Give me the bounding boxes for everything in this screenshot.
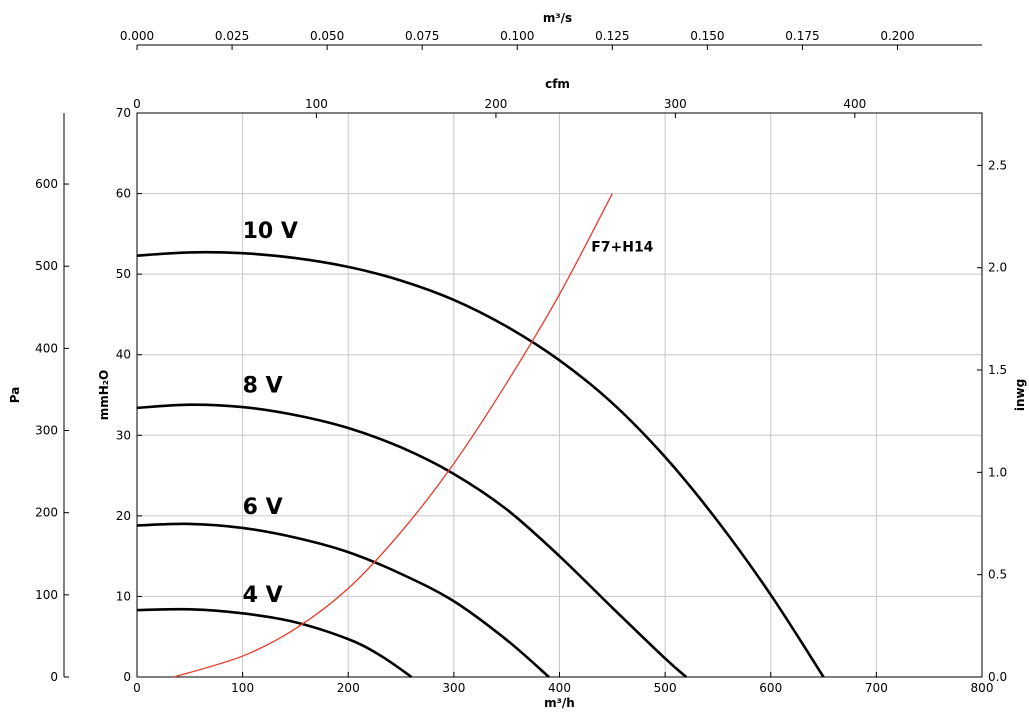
- cfm-tick-label: 400: [843, 97, 866, 111]
- curve-label-8-v: 8 V: [243, 374, 283, 399]
- x-tick-label: 100: [231, 681, 254, 695]
- x-tick-label: 700: [865, 681, 888, 695]
- cfm-tick-label: 100: [305, 97, 328, 111]
- m3s-axis-title: m³/s: [543, 11, 572, 25]
- pa-tick-label: 400: [35, 341, 58, 355]
- x-tick-label: 200: [337, 681, 360, 695]
- curve-label-10-v: 10 V: [243, 219, 298, 244]
- x-tick-label: 500: [654, 681, 677, 695]
- inwg-tick-label: 0.5: [988, 568, 1007, 582]
- pa-tick-label: 300: [35, 424, 58, 438]
- series-line-8-v: [136, 403, 688, 678]
- x-axis-title: m³/h: [544, 696, 575, 710]
- m3s-tick-label: 0.175: [785, 29, 819, 43]
- y-tick-label: 70: [116, 106, 131, 120]
- y-tick-label: 20: [116, 509, 131, 523]
- m3s-tick-label: 0.125: [595, 29, 629, 43]
- series-line-10-v: [136, 250, 825, 678]
- curve-label-4-v: 4 V: [243, 583, 283, 608]
- series-line-4-v: [136, 607, 413, 679]
- m3s-tick-label: 0.000: [120, 29, 154, 43]
- pa-axis-title: Pa: [8, 387, 22, 404]
- cfm-tick-label: 200: [484, 97, 507, 111]
- m3s-tick-label: 0.075: [405, 29, 439, 43]
- y-tick-label: 30: [116, 428, 131, 442]
- pa-tick-label: 600: [35, 177, 58, 191]
- inwg-tick-label: 1.5: [988, 363, 1007, 377]
- cfm-axis-title: cfm: [545, 77, 570, 91]
- m3s-tick-label: 0.150: [690, 29, 724, 43]
- y-tick-label: 60: [116, 187, 131, 201]
- pa-tick-label: 500: [35, 259, 58, 273]
- cfm-tick-label: 0: [133, 97, 141, 111]
- m3s-tick-label: 0.025: [215, 29, 249, 43]
- y-tick-label: 10: [116, 589, 131, 603]
- pa-tick-label: 200: [35, 506, 58, 520]
- inwg-tick-label: 0.0: [988, 670, 1007, 684]
- curve-label-6-v: 6 V: [243, 495, 283, 520]
- y-tick-label: 40: [116, 348, 131, 362]
- curve-label-f7-h14: F7+H14: [591, 240, 653, 256]
- y-axis-title: mmH₂O: [97, 370, 111, 421]
- m3s-tick-label: 0.200: [880, 29, 914, 43]
- inwg-tick-label: 2.0: [988, 261, 1007, 275]
- inwg-tick-label: 1.0: [988, 465, 1007, 479]
- cfm-tick-label: 300: [664, 97, 687, 111]
- series-line-6-v: [136, 522, 550, 678]
- x-tick-label: 600: [759, 681, 782, 695]
- x-tick-label: 400: [548, 681, 571, 695]
- x-tick-label: 300: [442, 681, 465, 695]
- m3s-tick-label: 0.050: [310, 29, 344, 43]
- inwg-axis-title: inwg: [1013, 379, 1027, 411]
- x-tick-label: 0: [133, 681, 141, 695]
- pa-tick-label: 100: [35, 588, 58, 602]
- series-line-f7-h14: [173, 193, 613, 678]
- y-tick-label: 0: [123, 670, 131, 684]
- inwg-tick-label: 2.5: [988, 158, 1007, 172]
- y-tick-label: 50: [116, 267, 131, 281]
- m3s-tick-label: 0.100: [500, 29, 534, 43]
- pa-tick-label: 0: [50, 670, 58, 684]
- x-tick-label: 800: [971, 681, 994, 695]
